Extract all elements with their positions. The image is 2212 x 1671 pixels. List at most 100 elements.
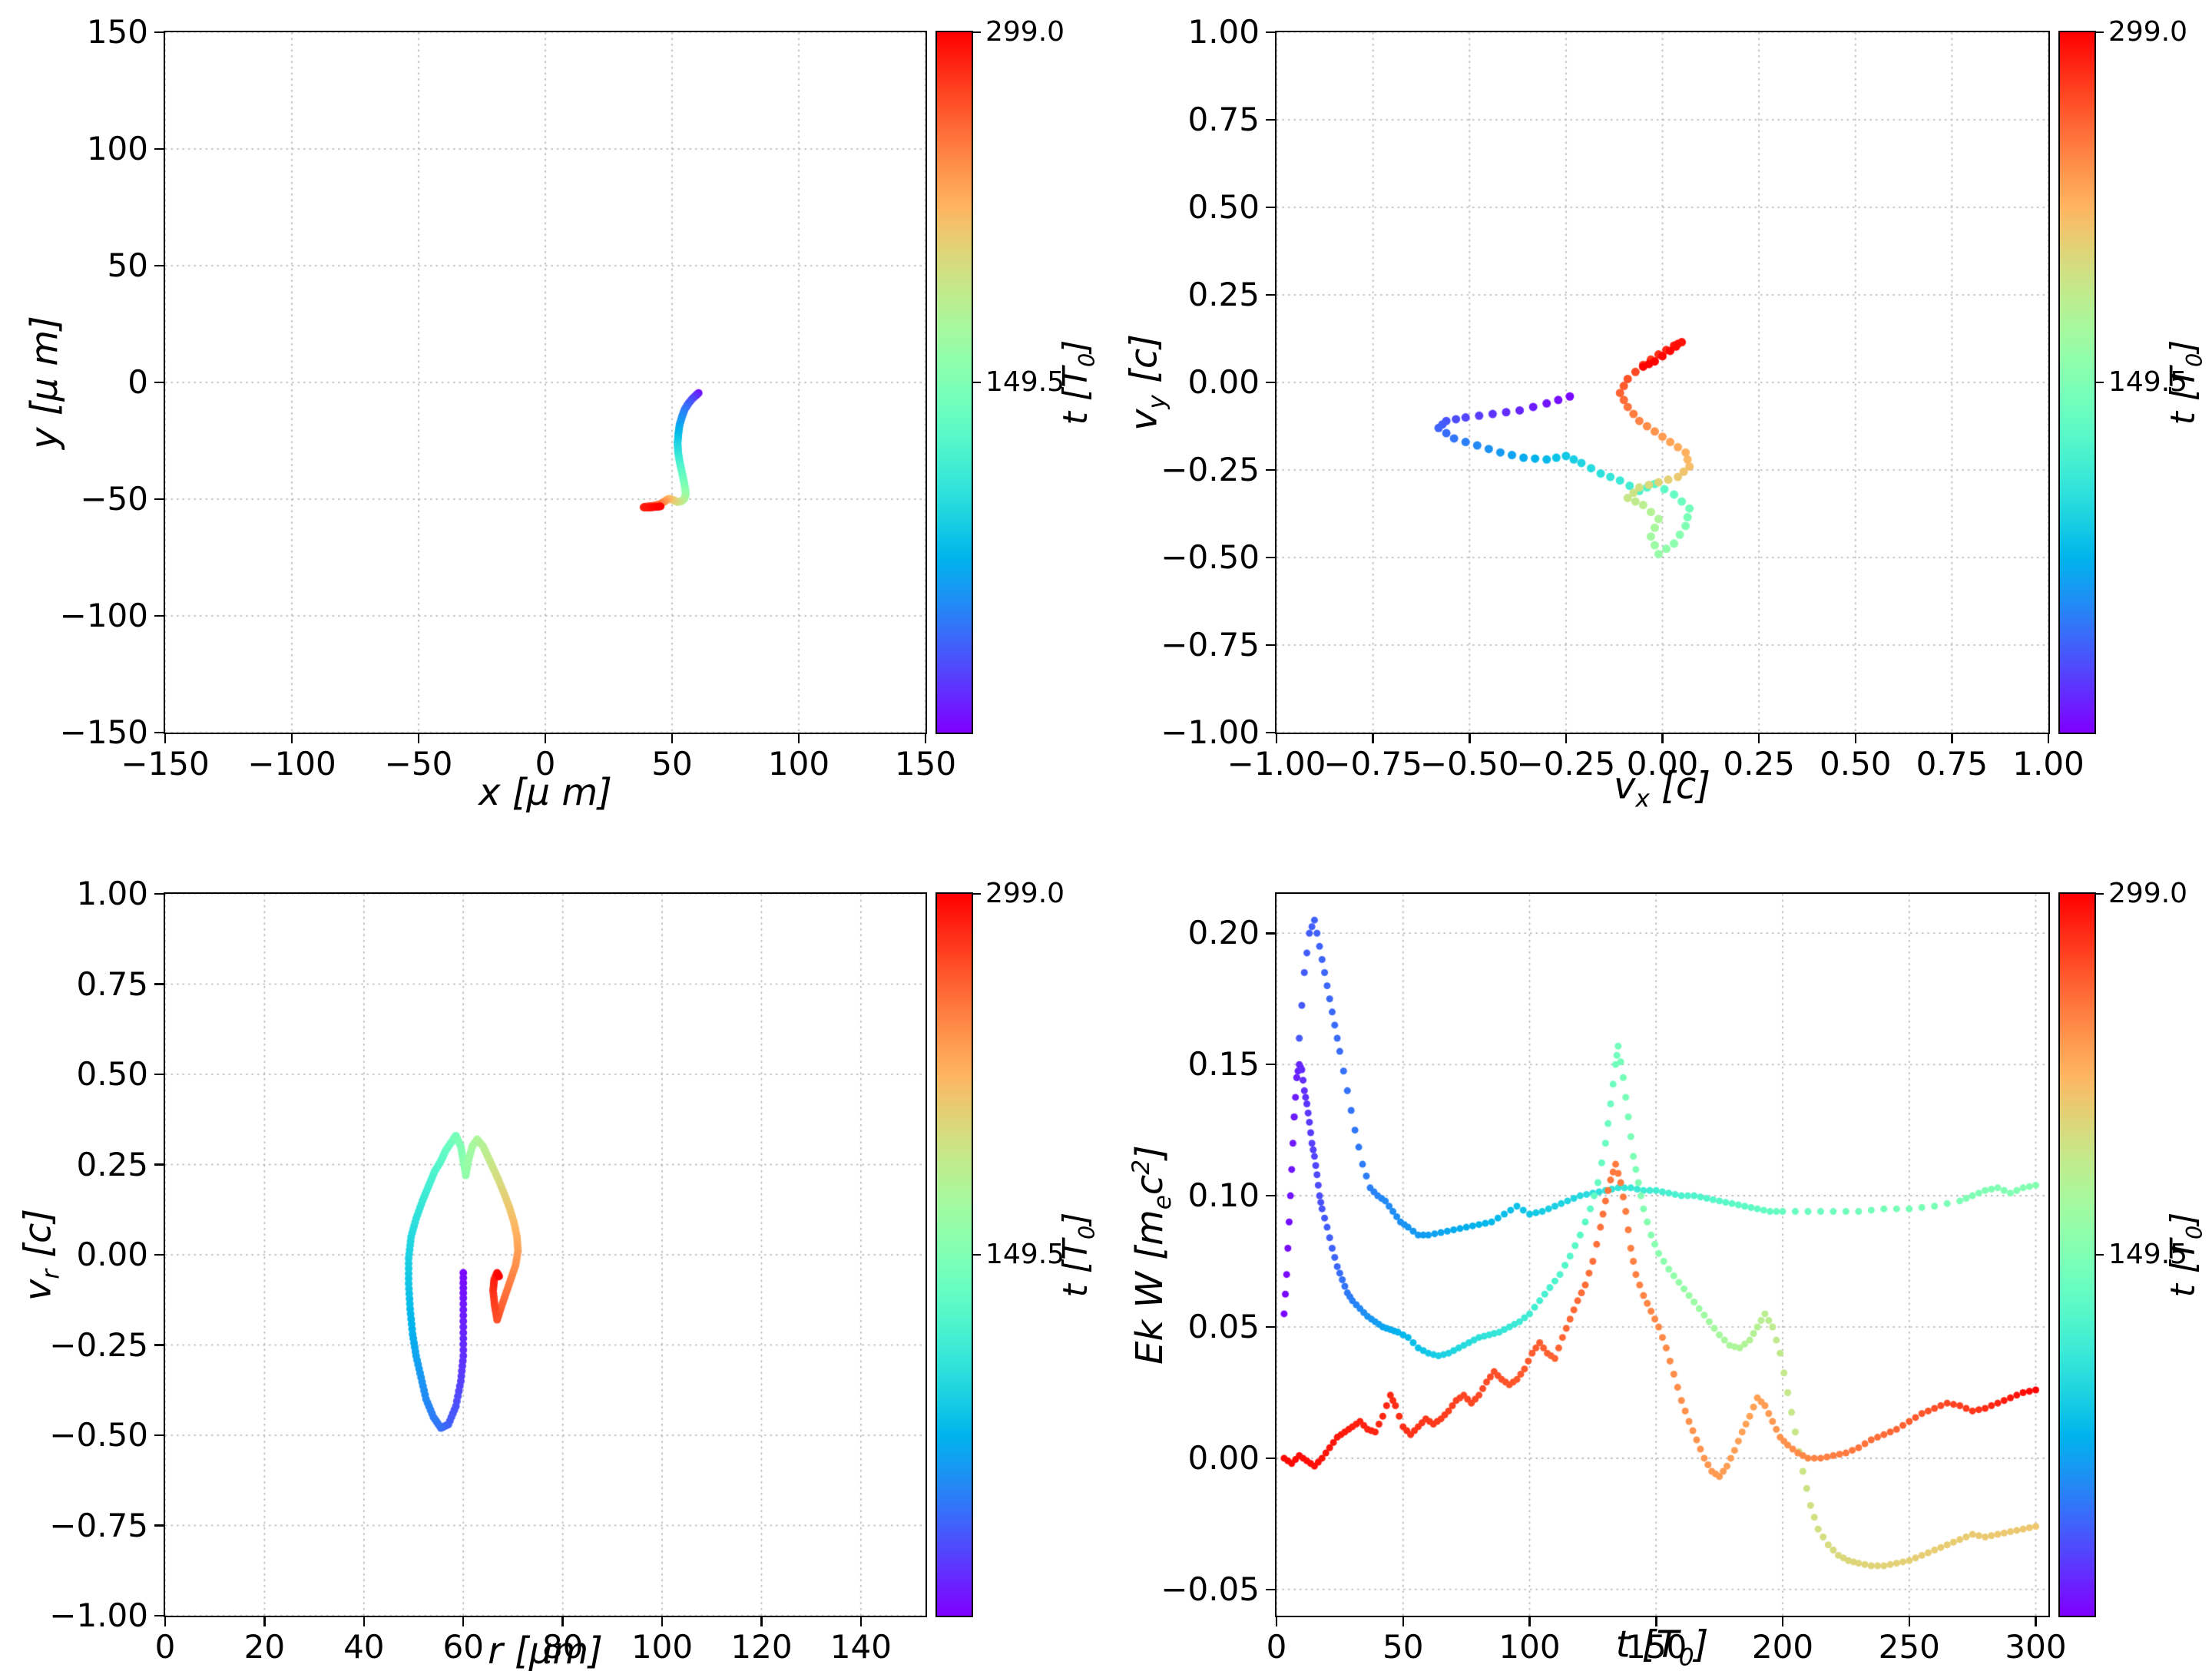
- vy-base: v: [1122, 409, 1166, 431]
- tick-mark: [154, 1524, 164, 1527]
- tick-mark: [2096, 892, 2104, 895]
- tick-mark: [760, 1617, 763, 1626]
- tick-mark: [2047, 734, 2050, 743]
- y-tick-label: 0.00: [76, 1236, 148, 1273]
- t-base: T: [1656, 1623, 1679, 1666]
- tick-mark: [1951, 734, 1953, 743]
- tick-mark: [154, 983, 164, 985]
- y-tick-label: 1.00: [1187, 13, 1260, 51]
- tick-mark: [1402, 1617, 1404, 1626]
- colorbar-tick-label: 149.5: [985, 366, 1065, 398]
- cb2-post: ]: [2164, 339, 2204, 353]
- tick-mark: [1469, 734, 1471, 743]
- cb2-sub: 0: [2181, 352, 2207, 368]
- x-tick-label: −150: [121, 745, 210, 783]
- y-tick-label: −0.50: [1161, 538, 1260, 576]
- rvr-xlabel: r [μm]: [488, 1631, 603, 1671]
- x-tick-label: 150: [894, 745, 957, 783]
- y-tick-label: 0.20: [1187, 914, 1260, 952]
- x-tick-label: 0: [154, 1628, 176, 1666]
- colorbar-tick-label: 299.0: [2108, 16, 2188, 48]
- xy-xlabel: x [μ m]: [478, 773, 612, 812]
- r-label-text: r [μm]: [488, 1630, 603, 1671]
- y-tick-label: 0.50: [1187, 188, 1260, 226]
- y-tick-label: 1.00: [76, 875, 148, 912]
- tick-mark: [1854, 734, 1856, 743]
- x-tick-label: 0.25: [1723, 745, 1795, 783]
- y-tick-label: 100: [86, 130, 148, 167]
- tick-mark: [2096, 381, 2104, 384]
- tick-mark: [1266, 206, 1275, 209]
- tick-mark: [1266, 1194, 1275, 1197]
- y-tick-label: 0.05: [1187, 1308, 1260, 1345]
- y-tick-label: 0.00: [1187, 363, 1260, 401]
- y-tick-label: −0.25: [49, 1325, 148, 1364]
- cb1-post: ]: [1056, 339, 1096, 353]
- tick-mark: [263, 1617, 266, 1626]
- y-tick-label: −150: [59, 713, 148, 751]
- tick-mark: [973, 1253, 981, 1256]
- tick-mark: [1266, 556, 1275, 559]
- x-tick-label: 50: [1382, 1628, 1424, 1666]
- tick-mark: [154, 1073, 164, 1076]
- vx-post: [c]: [1649, 764, 1710, 808]
- x-tick-label: −0.50: [1419, 745, 1519, 783]
- tick-mark: [1266, 1588, 1275, 1591]
- x-tick-label: 250: [1878, 1628, 1940, 1666]
- x-tick-label: 0.00: [1626, 745, 1699, 783]
- colorbar-xy: [935, 31, 973, 734]
- tick-mark: [154, 1614, 164, 1617]
- y-tick-label: 50: [107, 247, 148, 284]
- ek-post: ]: [1128, 1145, 1172, 1160]
- x-tick-label: 100: [1498, 1628, 1561, 1666]
- tick-mark: [1266, 644, 1275, 647]
- x-tick-label: 80: [541, 1628, 584, 1666]
- tick-mark: [164, 734, 167, 743]
- y-tick-label: 0.75: [76, 965, 148, 1003]
- vr-base: v: [16, 1279, 60, 1302]
- x-tick-label: 20: [243, 1628, 286, 1666]
- tick-mark: [973, 381, 981, 384]
- y-tick-label: 150: [86, 13, 148, 51]
- tick-mark: [154, 147, 164, 151]
- tick-mark: [661, 1617, 664, 1626]
- energy-xlabel: t [T0]: [1616, 1625, 1709, 1671]
- y-tick-label: −50: [80, 480, 148, 518]
- x-tick-label: 0.50: [1819, 745, 1892, 783]
- tick-mark: [154, 1163, 164, 1166]
- y-tick-label: −0.25: [1161, 451, 1260, 488]
- tick-mark: [1266, 118, 1275, 121]
- tick-mark: [154, 614, 164, 617]
- tick-mark: [1908, 1617, 1911, 1626]
- tick-mark: [544, 734, 547, 743]
- y-tick-label: −1.00: [1161, 713, 1260, 751]
- vx-sub: x: [1635, 785, 1650, 813]
- tick-mark: [1275, 1617, 1278, 1626]
- tick-mark: [154, 731, 164, 734]
- colorbar-rvr: [935, 892, 973, 1617]
- y-tick-label: 0.75: [1187, 101, 1260, 138]
- tick-mark: [1372, 734, 1374, 743]
- y-tick-label: −0.75: [49, 1506, 148, 1544]
- colorbar-energy: [2058, 892, 2096, 1617]
- t-pre: t [: [1615, 1623, 1657, 1666]
- x-tick-label: −0.25: [1516, 745, 1616, 783]
- x-tick-label: 1.00: [2012, 745, 2085, 783]
- colorbar-tick-label: 299.0: [2108, 878, 2188, 909]
- x-tick-label: 100: [767, 745, 830, 783]
- x-tick-label: 300: [2005, 1628, 2067, 1666]
- colorbar-tick-label: 299.0: [985, 878, 1065, 909]
- x-tick-label: 120: [730, 1628, 793, 1666]
- tick-mark: [561, 1617, 564, 1626]
- vxvy-xlabel: vx [c]: [1614, 766, 1710, 819]
- plot-rvr-canvas: [164, 892, 927, 1617]
- y-tick-label: −1.00: [49, 1597, 148, 1634]
- tick-mark: [797, 734, 800, 743]
- y-tick-label: 0.25: [1187, 276, 1260, 313]
- y-tick-label: 0.25: [76, 1145, 148, 1183]
- x-tick-label: 140: [830, 1628, 892, 1666]
- y-tick-label: −100: [59, 597, 148, 634]
- tick-mark: [417, 734, 420, 743]
- t-post: ]: [1694, 1623, 1709, 1666]
